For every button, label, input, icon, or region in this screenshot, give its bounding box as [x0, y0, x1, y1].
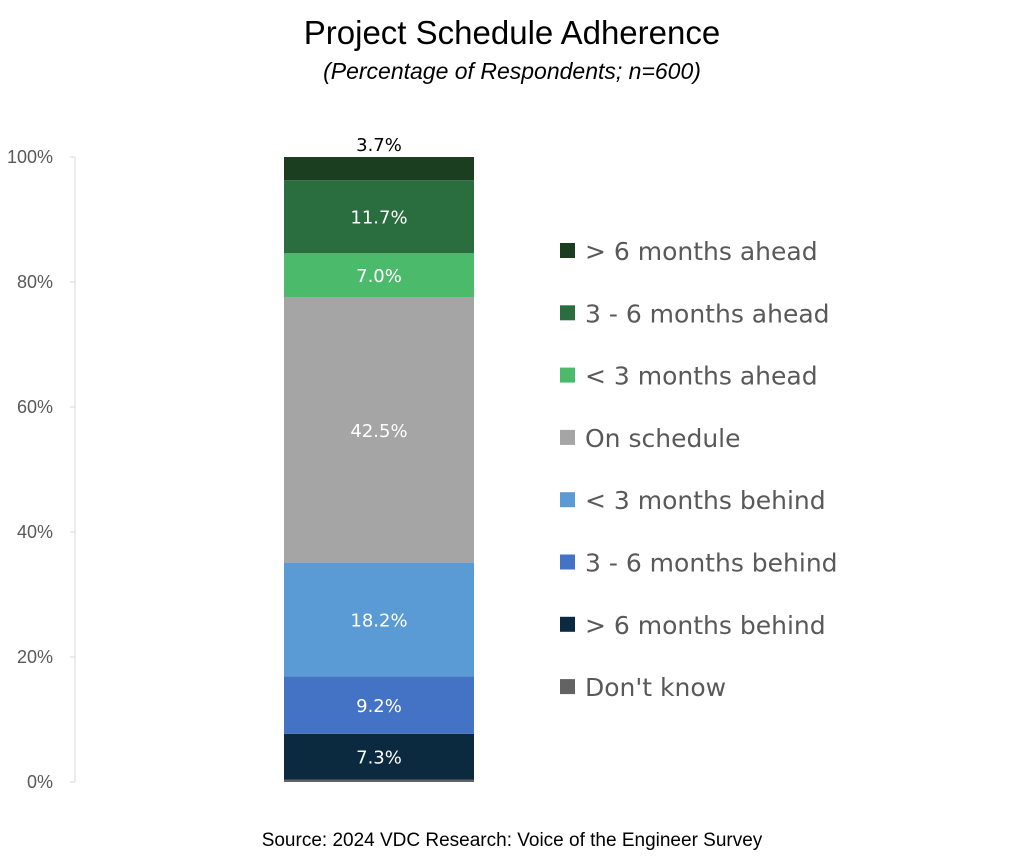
- legend-label: < 3 months ahead: [585, 362, 818, 391]
- data-label: 18.2%: [350, 611, 407, 632]
- data-label: 3.7%: [356, 135, 402, 156]
- legend-swatch: [560, 679, 575, 695]
- data-label: 9.2%: [356, 696, 402, 717]
- legend-swatch: [560, 305, 575, 321]
- legend-swatch: [560, 616, 575, 632]
- bar-segment: [284, 779, 474, 782]
- y-tick-label: 40%: [17, 522, 53, 542]
- y-tick-label: 20%: [17, 647, 53, 667]
- bar-segment: [284, 253, 474, 297]
- legend-swatch: [560, 554, 575, 570]
- legend-label: On schedule: [585, 424, 741, 453]
- data-label: 7.0%: [356, 266, 402, 287]
- legend-label: > 6 months behind: [585, 611, 826, 640]
- bar-segment: [284, 157, 474, 181]
- stacked-bar: 7.3% 9.2% 18.2% 42.5% 7.0% 11.7% 3.7%: [284, 135, 474, 782]
- legend-swatch: [560, 492, 575, 508]
- data-label: 11.7%: [350, 208, 407, 229]
- legend-label: > 6 months ahead: [585, 237, 818, 266]
- y-axis: 0% 20% 40% 60% 80% 100%: [7, 147, 76, 792]
- legend-label: 3 - 6 months behind: [585, 549, 838, 578]
- y-tick-label: 0%: [27, 772, 53, 792]
- legend: > 6 months ahead 3 - 6 months ahead < 3 mo…: [560, 237, 838, 702]
- data-label: 7.3%: [356, 748, 402, 769]
- y-tick-label: 80%: [17, 272, 53, 292]
- legend-swatch: [560, 429, 575, 445]
- chart-subtitle: (Percentage of Respondents; n=600): [323, 58, 701, 84]
- y-tick-label: 100%: [7, 147, 53, 167]
- bar-segment: [284, 562, 474, 677]
- y-tick-label: 60%: [17, 397, 53, 417]
- bar-segment: [284, 676, 474, 734]
- chart-title: Project Schedule Adherence: [303, 14, 721, 51]
- bar-segment: [284, 297, 474, 563]
- legend-swatch: [560, 243, 575, 258]
- bar-segment: [284, 180, 474, 254]
- bar-segment: [284, 733, 474, 780]
- data-label: 42.5%: [350, 421, 407, 442]
- legend-label: 3 - 6 months ahead: [585, 299, 830, 328]
- legend-swatch: [560, 367, 575, 383]
- legend-label: < 3 months behind: [585, 486, 826, 515]
- chart-source: Source: 2024 VDC Research: Voice of the …: [261, 830, 763, 851]
- legend-label: Don't know: [585, 673, 726, 702]
